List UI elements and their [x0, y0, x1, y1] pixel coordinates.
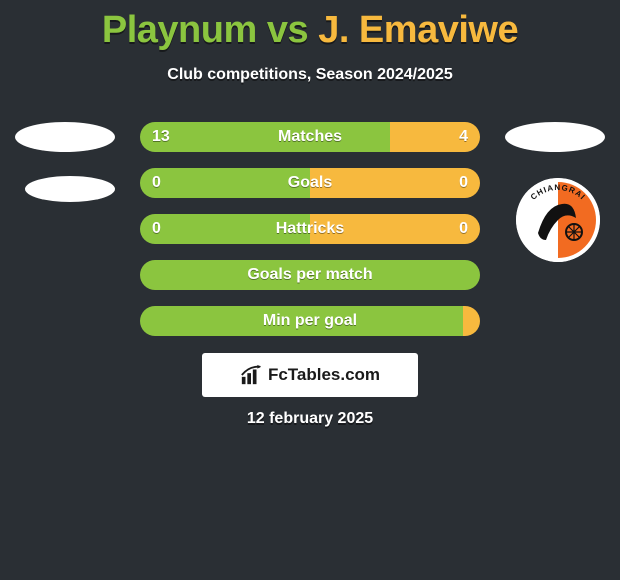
club-badge: CHIANGRAI: [516, 178, 600, 262]
stat-row: Matches134: [140, 122, 480, 152]
badge-right-top: [505, 122, 605, 152]
subtitle: Club competitions, Season 2024/2025: [0, 66, 620, 84]
brand-badge: FcTables.com: [202, 353, 418, 397]
stat-bar-left: [140, 214, 310, 244]
stat-row: Goals00: [140, 168, 480, 198]
title-vs: vs: [267, 9, 308, 51]
title-player2: J. Emaviwe: [318, 9, 518, 51]
stat-bar-full: [140, 260, 480, 290]
stat-rows: Matches134 Goals00 Hattricks00 Goals per ma…: [140, 122, 480, 352]
stat-bar-left: [140, 306, 463, 336]
stat-bar-right: [390, 122, 480, 152]
stat-row: Hattricks00: [140, 214, 480, 244]
title-player1: Playnum: [102, 9, 257, 51]
date-label: 12 february 2025: [0, 410, 620, 428]
stat-bar-right: [310, 214, 480, 244]
page-title: Playnum vs J. Emaviwe: [0, 0, 620, 52]
brand-text: FcTables.com: [268, 365, 380, 385]
stat-row: Min per goal: [140, 306, 480, 336]
badge-left-mid: [25, 176, 115, 202]
stat-bar-left: [140, 168, 310, 198]
club-badge-icon: CHIANGRAI: [516, 178, 600, 262]
bars-icon: [240, 364, 262, 386]
stat-row: Goals per match: [140, 260, 480, 290]
stat-bar-left: [140, 122, 390, 152]
badge-left-top: [15, 122, 115, 152]
stat-bar-right: [310, 168, 480, 198]
stat-bar-right: [463, 306, 480, 336]
